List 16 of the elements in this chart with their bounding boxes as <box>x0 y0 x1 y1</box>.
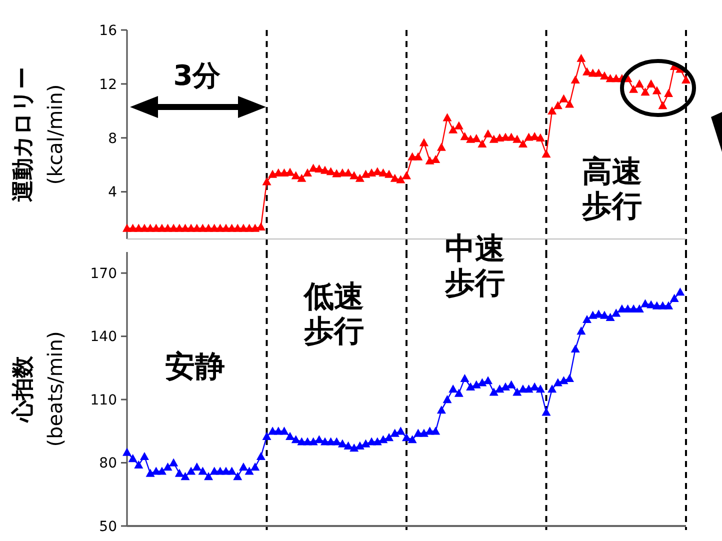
y-tick-label: 50 <box>99 518 117 535</box>
y-tick-label: 170 <box>90 266 117 282</box>
y-tick-label: 12 <box>99 76 117 93</box>
y-tick-label: 8 <box>108 130 117 147</box>
annotation: 中速歩行 <box>444 231 505 301</box>
y-tick-label: 16 <box>99 22 118 39</box>
y-tick-label: 80 <box>99 456 117 472</box>
y-tick-label: 110 <box>90 392 117 408</box>
annotation: 低速歩行 <box>303 279 364 349</box>
annotation: 3分 <box>173 58 222 92</box>
annotation: 高速歩行 <box>581 154 642 224</box>
y-axis-title: 心拍数 (beats/min) <box>10 331 67 447</box>
y-tick-label: 4 <box>108 184 118 201</box>
annotation: 安静 <box>165 350 225 384</box>
y-axis-title: 運動カロリー (kcal/min) <box>11 67 67 202</box>
y-tick-label: 140 <box>90 329 117 346</box>
